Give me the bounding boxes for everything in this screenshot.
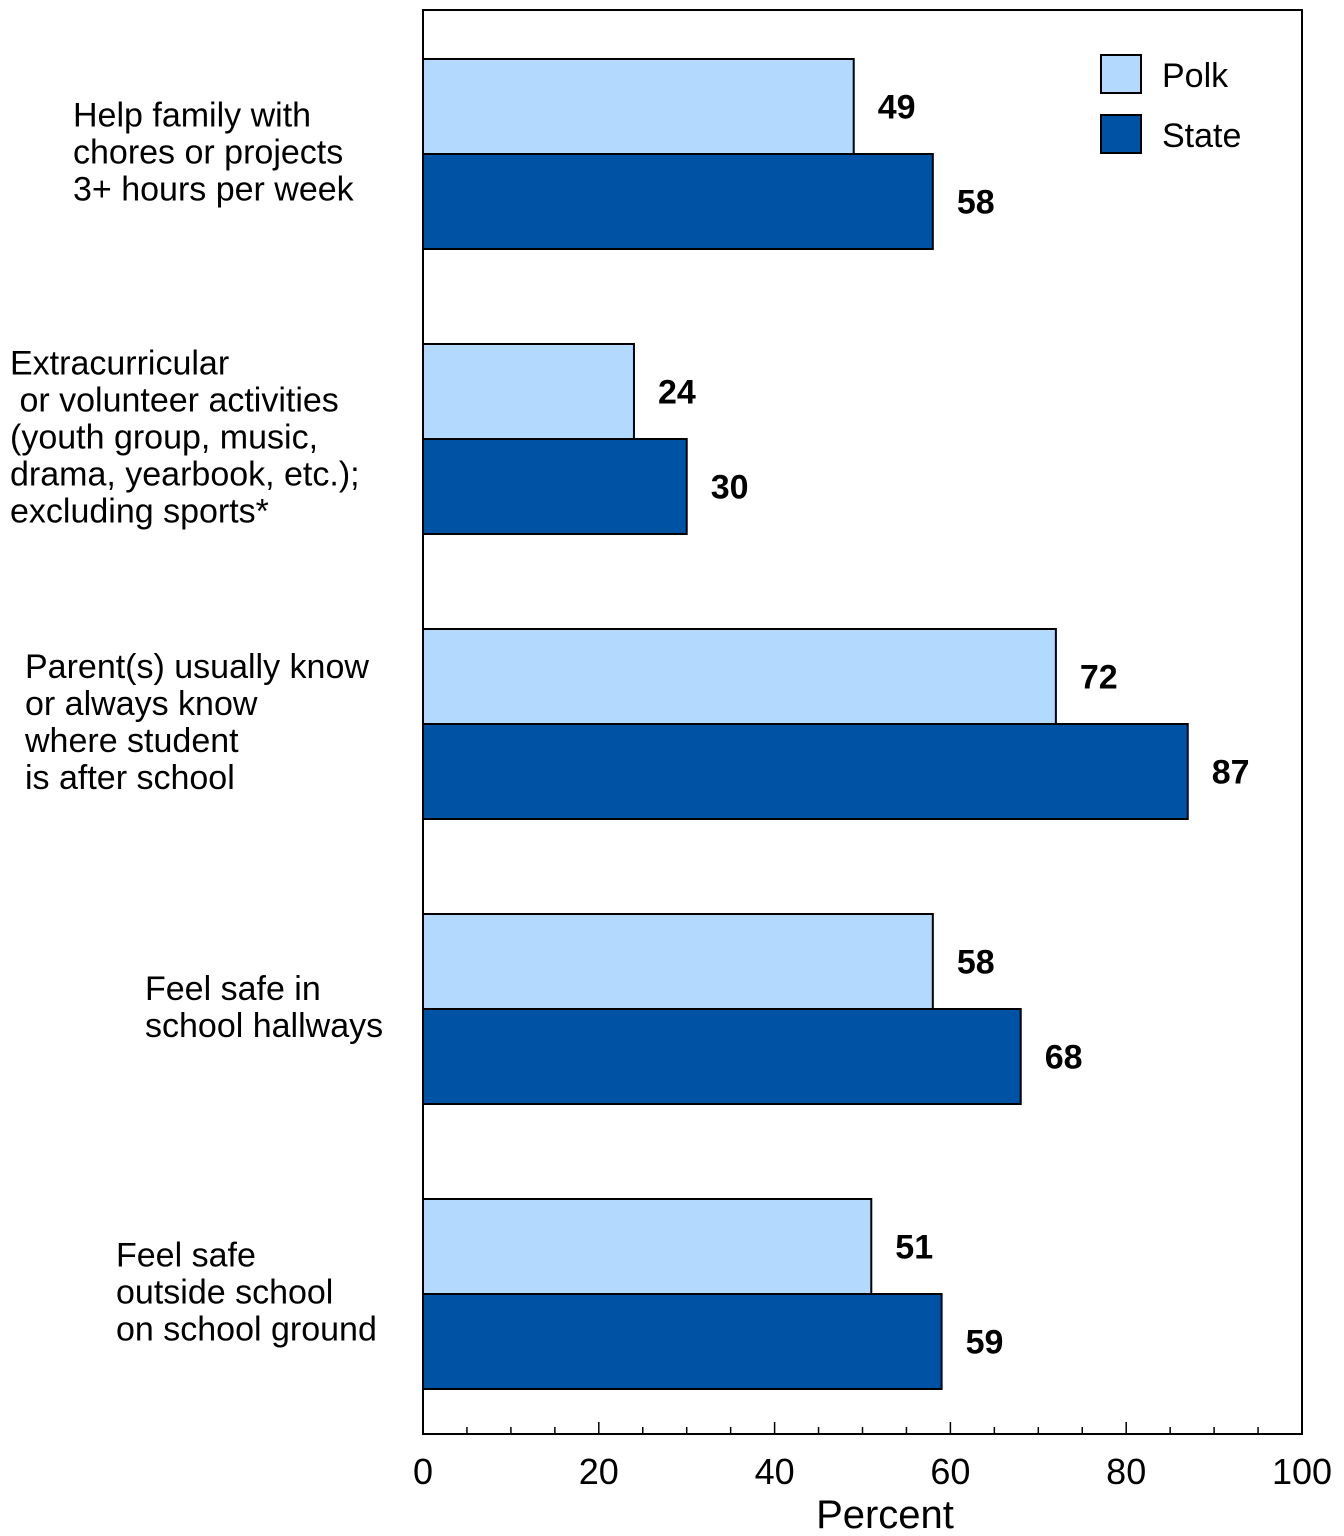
x-tick-label-80: 80 [1106,1451,1146,1492]
bar-polk-4 [422,1198,873,1295]
category-label-0-line-0: Help family with [73,97,311,135]
category-label-1-line-3: drama, yearbook, etc.); [10,456,360,494]
value-label-polk-4: 51 [895,1229,933,1267]
legend: Polk State [1100,54,1241,155]
bar-state-2 [422,723,1189,820]
category-label-4-line-1: outside school [116,1274,333,1312]
category-label-3-line-0: Feel safe in [145,970,321,1008]
category-label-2-line-2: where student [24,722,239,760]
category-label-2-line-3: is after school [25,759,235,797]
category-label-0-line-1: chores or projects [73,134,343,172]
value-label-state-2: 87 [1212,754,1250,792]
legend-swatch-state [1100,114,1142,154]
x-tick-label-20: 20 [579,1451,619,1492]
category-label-3-line-1: school hallways [145,1007,383,1045]
category-label-2-line-0: Parent(s) usually know [25,648,369,686]
bar-polk-0 [422,58,855,155]
value-label-polk-3: 58 [957,944,995,982]
category-label-1-line-2: (youth group, music, [10,419,318,457]
category-label-4-line-2: on school ground [116,1311,377,1349]
x-axis-title: Percent [816,1493,954,1536]
value-label-state-3: 68 [1045,1039,1083,1077]
bar-state-4 [422,1293,943,1390]
bar-polk-2 [422,628,1057,725]
category-label-1-line-0: Extracurricular [10,345,229,383]
bar-polk-3 [422,913,934,1010]
x-tick-label-40: 40 [755,1451,795,1492]
x-tick-label-100: 100 [1272,1451,1332,1492]
bar-polk-1 [422,343,635,440]
x-tick-label-0: 0 [413,1451,433,1492]
category-label-0-line-2: 3+ hours per week [73,171,355,209]
x-tick-label-60: 60 [930,1451,970,1492]
category-label-2-line-1: or always know [25,685,258,723]
legend-swatch-polk [1100,54,1142,94]
value-label-polk-0: 49 [878,89,916,127]
category-label-1-line-4: excluding sports* [10,493,269,531]
bar-state-0 [422,153,934,250]
category-label-1-line-1: or volunteer activities [10,382,339,420]
category-label-4-line-0: Feel safe [116,1237,256,1275]
value-label-polk-2: 72 [1080,659,1118,697]
value-label-state-1: 30 [711,469,749,507]
value-label-state-4: 59 [966,1324,1004,1362]
value-label-polk-1: 24 [658,374,696,412]
bar-state-1 [422,438,688,535]
legend-label-polk: Polk [1162,57,1229,95]
bar-state-3 [422,1008,1022,1105]
value-label-state-0: 58 [957,184,995,222]
legend-label-state: State [1162,117,1241,155]
